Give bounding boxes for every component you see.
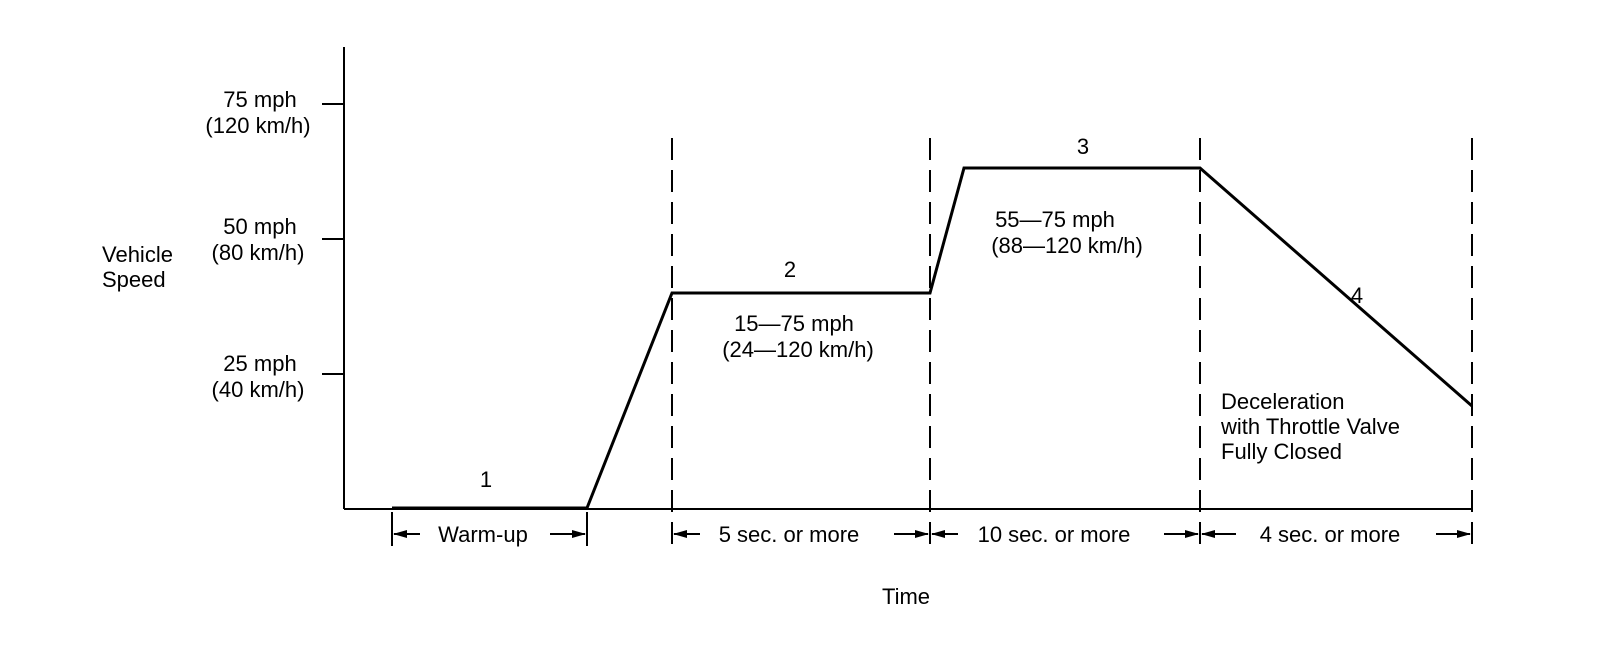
phase-2-duration: 5 sec. or more bbox=[719, 522, 860, 547]
phase-2-speed-kmh: (24—120 km/h) bbox=[722, 337, 874, 362]
y-axis-title-line1: Vehicle bbox=[102, 242, 173, 267]
phase-4-note-line2: with Throttle Valve bbox=[1220, 414, 1400, 439]
y-tick-label-50-kmh: (80 km/h) bbox=[212, 240, 305, 265]
phase-3-duration: 10 sec. or more bbox=[978, 522, 1131, 547]
phase-4-note-line1: Deceleration bbox=[1221, 389, 1345, 414]
x-axis-title: Time bbox=[882, 584, 930, 609]
phase-1-duration: Warm-up bbox=[438, 522, 528, 547]
phase-4-note-line3: Fully Closed bbox=[1221, 439, 1342, 464]
speed-profile-line bbox=[392, 166, 1473, 510]
y-tick-label-25-kmh: (40 km/h) bbox=[212, 377, 305, 402]
phase-1-number: 1 bbox=[480, 467, 492, 492]
phase-2-speed-mph: 15—75 mph bbox=[734, 311, 854, 336]
phase-3-number: 3 bbox=[1077, 134, 1089, 159]
y-tick-label-75-mph: 75 mph bbox=[223, 87, 296, 112]
y-axis-title-line2: Speed bbox=[102, 267, 166, 292]
phase-4-number: 4 bbox=[1351, 283, 1363, 308]
phase-2-number: 2 bbox=[784, 257, 796, 282]
phase-3-speed-mph: 55—75 mph bbox=[995, 207, 1115, 232]
y-tick-label-75-kmh: (120 km/h) bbox=[205, 113, 310, 138]
y-tick-label-25-mph: 25 mph bbox=[223, 351, 296, 376]
phase-4-duration: 4 sec. or more bbox=[1260, 522, 1401, 547]
y-tick-label-50-mph: 50 mph bbox=[223, 214, 296, 239]
phase-3-speed-kmh: (88—120 km/h) bbox=[991, 233, 1143, 258]
